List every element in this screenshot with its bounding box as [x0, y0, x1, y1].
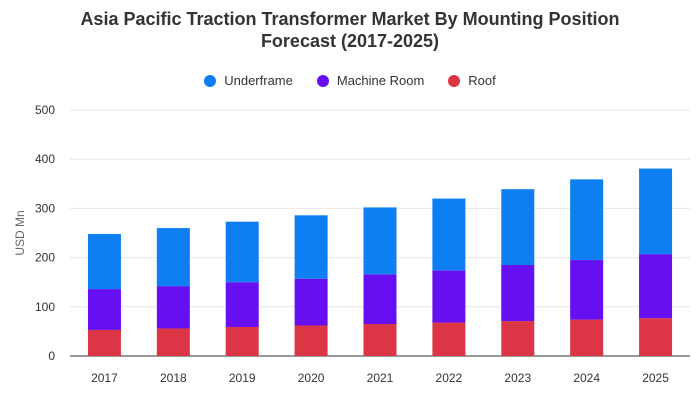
legend-label-machine-room: Machine Room — [336, 73, 425, 88]
y-tick-label-300: 300 — [35, 201, 55, 215]
bar-underframe-2025 — [639, 168, 673, 255]
legend-marker-machine-room — [316, 74, 329, 87]
bar-machine-room-2021 — [363, 274, 397, 325]
y-tick-label-0: 0 — [48, 349, 55, 363]
y-axis-label: USD Mn — [13, 210, 27, 255]
bar-roof-2024 — [570, 319, 604, 356]
legend-marker-roof — [448, 74, 461, 87]
y-tick-label-200: 200 — [35, 251, 55, 265]
x-tick-label-2019: 2019 — [229, 371, 256, 385]
bar-roof-2018 — [156, 328, 190, 356]
chart-title: Asia Pacific Traction Transformer Market… — [0, 8, 700, 52]
legend-item-roof[interactable]: Roof — [448, 73, 496, 88]
bar-roof-2019 — [225, 326, 259, 356]
legend-label-roof: Roof — [468, 73, 496, 88]
bar-machine-room-2019 — [225, 282, 259, 327]
bar-underframe-2024 — [570, 179, 604, 261]
bar-machine-room-2025 — [639, 254, 673, 319]
bar-machine-room-2022 — [432, 270, 466, 323]
bar-machine-room-2018 — [156, 286, 190, 329]
bar-roof-2022 — [432, 322, 466, 356]
bar-machine-room-2017 — [87, 289, 121, 330]
chart-legend: Underframe Machine Room Roof — [0, 73, 700, 88]
bar-underframe-2018 — [156, 228, 190, 287]
bar-machine-room-2023 — [501, 264, 535, 322]
x-tick-label-2021: 2021 — [367, 371, 394, 385]
bar-roof-2020 — [294, 325, 328, 356]
bar-roof-2021 — [363, 324, 397, 356]
bar-underframe-2020 — [294, 215, 328, 279]
y-tick-label-500: 500 — [35, 103, 55, 117]
legend-marker-underframe — [204, 74, 217, 87]
bar-underframe-2022 — [432, 198, 466, 271]
bar-underframe-2021 — [363, 207, 397, 275]
bar-underframe-2019 — [225, 221, 259, 283]
bar-roof-2017 — [87, 329, 121, 356]
y-tick-label-400: 400 — [35, 152, 55, 166]
x-tick-label-2025: 2025 — [642, 371, 669, 385]
legend-label-underframe: Underframe — [224, 73, 293, 88]
bar-roof-2023 — [501, 321, 535, 356]
x-tick-label-2022: 2022 — [436, 371, 463, 385]
x-tick-label-2020: 2020 — [298, 371, 325, 385]
bar-machine-room-2024 — [570, 260, 604, 320]
x-tick-label-2023: 2023 — [504, 371, 531, 385]
legend-item-underframe[interactable]: Underframe — [204, 73, 293, 88]
chart-title-line-1: Asia Pacific Traction Transformer Market… — [80, 9, 620, 29]
x-tick-label-2017: 2017 — [91, 371, 118, 385]
bar-underframe-2017 — [87, 233, 121, 290]
x-tick-label-2024: 2024 — [573, 371, 600, 385]
legend-item-machine-room[interactable]: Machine Room — [316, 73, 425, 88]
chart-title-line-2: Forecast (2017-2025) — [260, 31, 440, 51]
bar-roof-2025 — [639, 318, 673, 356]
x-tick-label-2018: 2018 — [160, 371, 187, 385]
y-tick-label-100: 100 — [35, 300, 55, 314]
bar-underframe-2023 — [501, 189, 535, 265]
bar-machine-room-2020 — [294, 278, 328, 326]
